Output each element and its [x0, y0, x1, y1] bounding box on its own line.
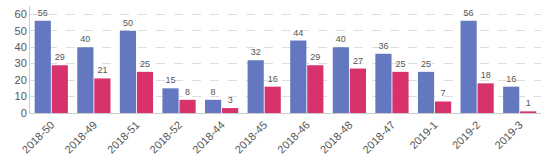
- svg-text:2018-46: 2018-46: [275, 119, 312, 156]
- svg-text:60: 60: [15, 8, 27, 20]
- svg-text:2019-1: 2019-1: [407, 119, 440, 152]
- svg-text:0: 0: [21, 107, 27, 119]
- svg-text:56: 56: [38, 8, 48, 18]
- svg-text:50: 50: [123, 18, 133, 28]
- svg-text:10: 10: [15, 90, 27, 102]
- svg-text:2018-51: 2018-51: [105, 119, 142, 156]
- svg-text:44: 44: [293, 28, 303, 38]
- svg-text:29: 29: [310, 52, 320, 62]
- svg-text:30: 30: [15, 57, 27, 69]
- svg-text:2019-3: 2019-3: [492, 119, 525, 152]
- svg-text:25: 25: [421, 59, 431, 69]
- svg-text:1: 1: [526, 98, 531, 108]
- svg-text:16: 16: [506, 74, 516, 84]
- svg-text:16: 16: [268, 74, 278, 84]
- svg-text:20: 20: [15, 74, 27, 86]
- svg-text:40: 40: [80, 34, 90, 44]
- svg-text:8: 8: [211, 87, 216, 97]
- svg-text:21: 21: [97, 65, 107, 75]
- svg-text:2018-49: 2018-49: [62, 119, 99, 156]
- svg-text:40: 40: [336, 34, 346, 44]
- svg-text:25: 25: [140, 59, 150, 69]
- svg-text:2018-44: 2018-44: [190, 119, 227, 156]
- svg-text:2018-50: 2018-50: [20, 119, 57, 156]
- svg-text:3: 3: [228, 95, 233, 105]
- svg-text:2018-52: 2018-52: [147, 119, 184, 156]
- svg-text:25: 25: [395, 59, 405, 69]
- svg-text:2018-47: 2018-47: [360, 119, 397, 156]
- svg-text:50: 50: [15, 25, 27, 37]
- svg-text:36: 36: [378, 41, 388, 51]
- svg-text:2018-48: 2018-48: [318, 119, 355, 156]
- svg-text:40: 40: [15, 41, 27, 53]
- svg-text:27: 27: [353, 56, 363, 66]
- svg-text:29: 29: [55, 52, 65, 62]
- svg-text:2018-45: 2018-45: [232, 119, 269, 156]
- svg-text:15: 15: [166, 75, 176, 85]
- svg-text:18: 18: [481, 70, 491, 80]
- svg-text:32: 32: [251, 47, 261, 57]
- svg-text:7: 7: [441, 88, 446, 98]
- svg-text:8: 8: [185, 87, 190, 97]
- svg-text:2019-2: 2019-2: [450, 119, 483, 152]
- svg-text:56: 56: [464, 8, 474, 18]
